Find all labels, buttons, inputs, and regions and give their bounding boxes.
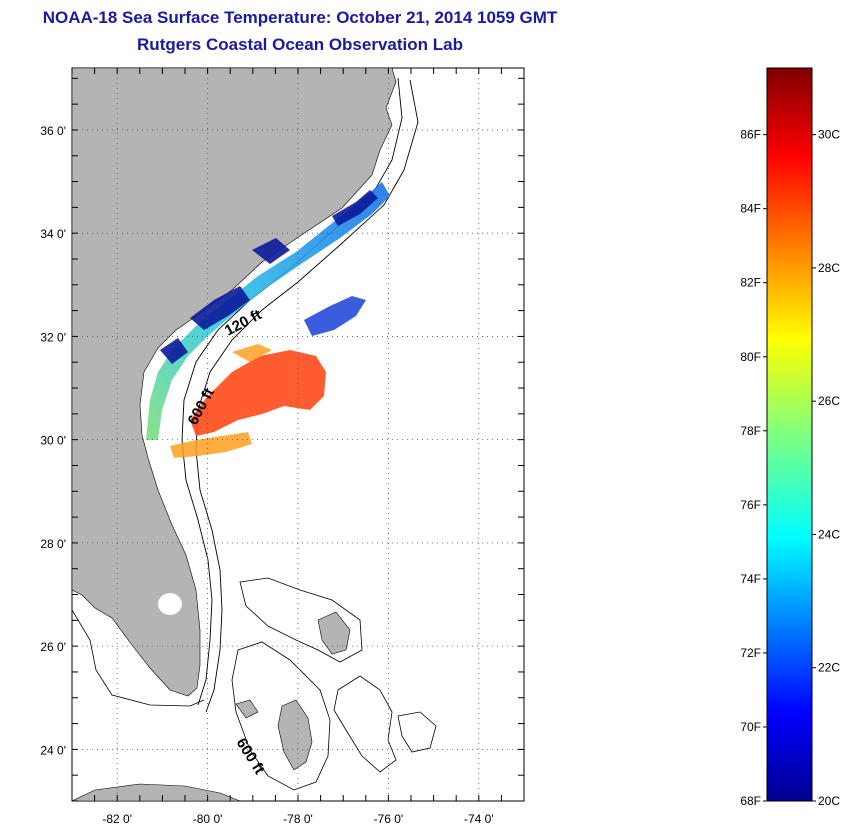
sst-offshore-cool bbox=[304, 296, 366, 336]
colorbar-f-label: 84F bbox=[740, 202, 761, 216]
lat-tick-label: 32 0' bbox=[40, 330, 66, 344]
map-axis: 24 0' 26 0' 28 0' 30 0' 32 0' 34 0' 36 0' -82 0… bbox=[40, 68, 525, 826]
lon-tick-label: -78 0' bbox=[283, 812, 313, 826]
colorbar-f-label: 76F bbox=[740, 498, 761, 512]
colorbar-f-label: 82F bbox=[740, 276, 761, 290]
land-bahamas-north bbox=[317, 611, 351, 655]
contour-bahamas-banks bbox=[231, 577, 437, 791]
map-subtitle: Rutgers Coastal Ocean Observation Lab bbox=[137, 35, 463, 54]
contour-florida-shelf bbox=[72, 609, 205, 707]
colorbar-f-label: 74F bbox=[740, 572, 761, 586]
sst-gulf-stream bbox=[190, 350, 326, 436]
lake-okeechobee bbox=[158, 593, 182, 615]
colorbar-c-label: 26C bbox=[818, 394, 840, 408]
sst-cool-patches bbox=[160, 190, 378, 364]
lon-tick-label: -82 0' bbox=[102, 812, 132, 826]
contour-600ft bbox=[195, 79, 419, 713]
lon-tick-label: -74 0' bbox=[464, 812, 494, 826]
land-us-southeast bbox=[72, 68, 397, 697]
lat-tick-label: 34 0' bbox=[40, 227, 66, 241]
colorbar-ticks: 68F 70F 72F 74F 76F 78F 80F 82F 84F 86F 20C 22C 24C 2… bbox=[740, 128, 840, 808]
sst-warm-orange bbox=[170, 344, 272, 458]
colorbar-c-label: 20C bbox=[818, 794, 840, 808]
lon-tick-label: -76 0' bbox=[374, 812, 404, 826]
land-cuba bbox=[72, 783, 241, 801]
colorbar-c-label: 24C bbox=[818, 527, 840, 541]
colorbar-c-label: 22C bbox=[818, 661, 840, 675]
lat-tick-label: 24 0' bbox=[40, 743, 66, 757]
lat-tick-label: 36 0' bbox=[40, 124, 66, 138]
colorbar-f-label: 68F bbox=[740, 794, 761, 808]
colorbar-f-label: 78F bbox=[740, 424, 761, 438]
colorbar-f-label: 80F bbox=[740, 350, 761, 364]
lon-tick-label: -80 0' bbox=[193, 812, 223, 826]
colorbar bbox=[766, 67, 813, 802]
map-gridlines bbox=[72, 68, 524, 801]
lat-tick-label: 28 0' bbox=[40, 537, 66, 551]
colorbar-c-label: 30C bbox=[818, 128, 840, 142]
colorbar-f-label: 70F bbox=[740, 720, 761, 734]
lat-tick-label: 26 0' bbox=[40, 640, 66, 654]
land-bahamas-andros bbox=[277, 699, 313, 771]
colorbar-c-label: 28C bbox=[818, 261, 840, 275]
lat-tick-label: 30 0' bbox=[40, 434, 66, 448]
map-title: NOAA-18 Sea Surface Temperature: October… bbox=[42, 8, 558, 27]
colorbar-f-label: 86F bbox=[740, 128, 761, 142]
colorbar-f-label: 72F bbox=[740, 646, 761, 660]
land-bahamas-small bbox=[235, 699, 259, 719]
